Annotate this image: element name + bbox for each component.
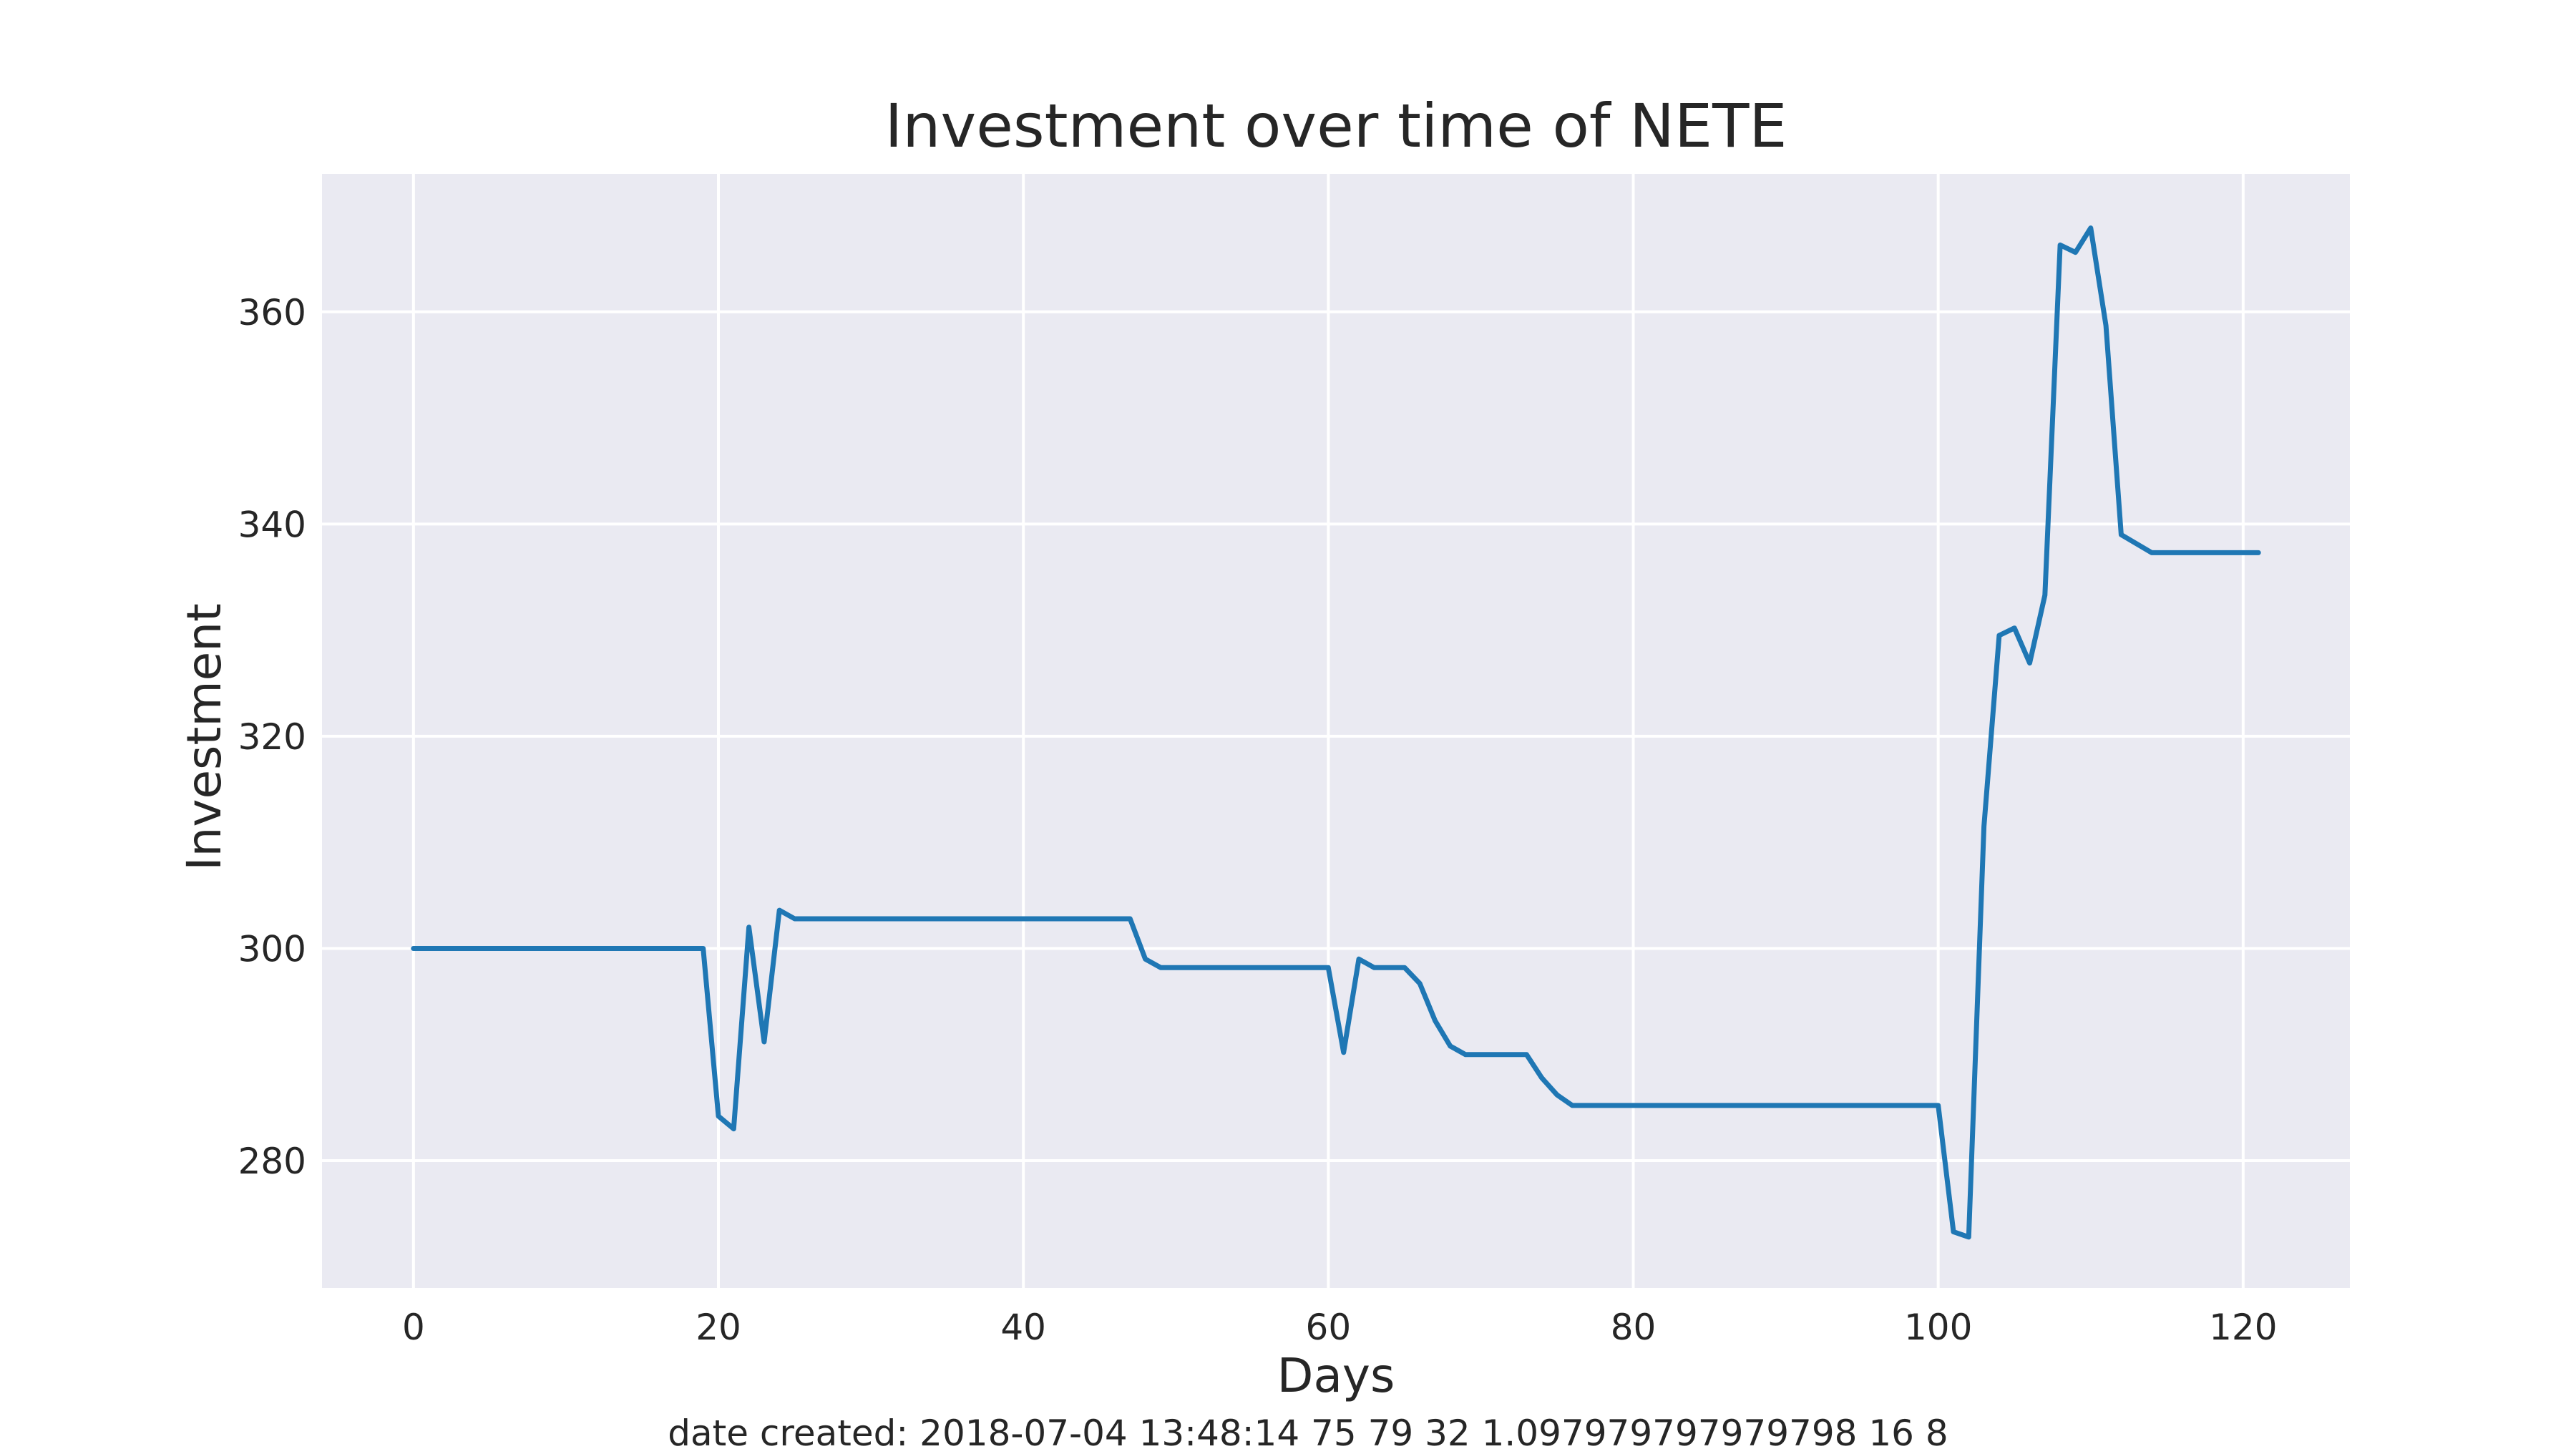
grid-lines xyxy=(322,174,2350,1288)
y-tick-label: 280 xyxy=(238,1141,306,1182)
x-tick-label: 60 xyxy=(1306,1307,1352,1348)
date-created-footnote: date created: 2018-07-04 13:48:14 75 79 … xyxy=(668,1413,1948,1449)
x-axis-label: Days xyxy=(1277,1348,1395,1403)
series-layer xyxy=(411,225,2261,1240)
chart-title: Investment over time of NETE xyxy=(885,91,1787,161)
x-tick-label: 80 xyxy=(1611,1307,1657,1348)
x-tick-label: 120 xyxy=(2209,1307,2277,1348)
y-tick-label: 360 xyxy=(238,292,306,333)
y-tick-label: 300 xyxy=(238,928,306,970)
x-tick-label: 0 xyxy=(402,1307,425,1348)
x-tick-label: 100 xyxy=(1904,1307,1972,1348)
investment-series-line xyxy=(411,225,2261,1240)
y-axis-label: Investment xyxy=(177,603,232,871)
y-tick-label: 320 xyxy=(238,716,306,758)
tick-labels: 0 20 40 60 80 100 120 280 300 320 340 360 xyxy=(238,292,2278,1348)
plot-area xyxy=(322,174,2350,1288)
y-tick-label: 340 xyxy=(238,504,306,545)
x-tick-label: 20 xyxy=(696,1307,741,1348)
x-tick-label: 40 xyxy=(1000,1307,1046,1348)
